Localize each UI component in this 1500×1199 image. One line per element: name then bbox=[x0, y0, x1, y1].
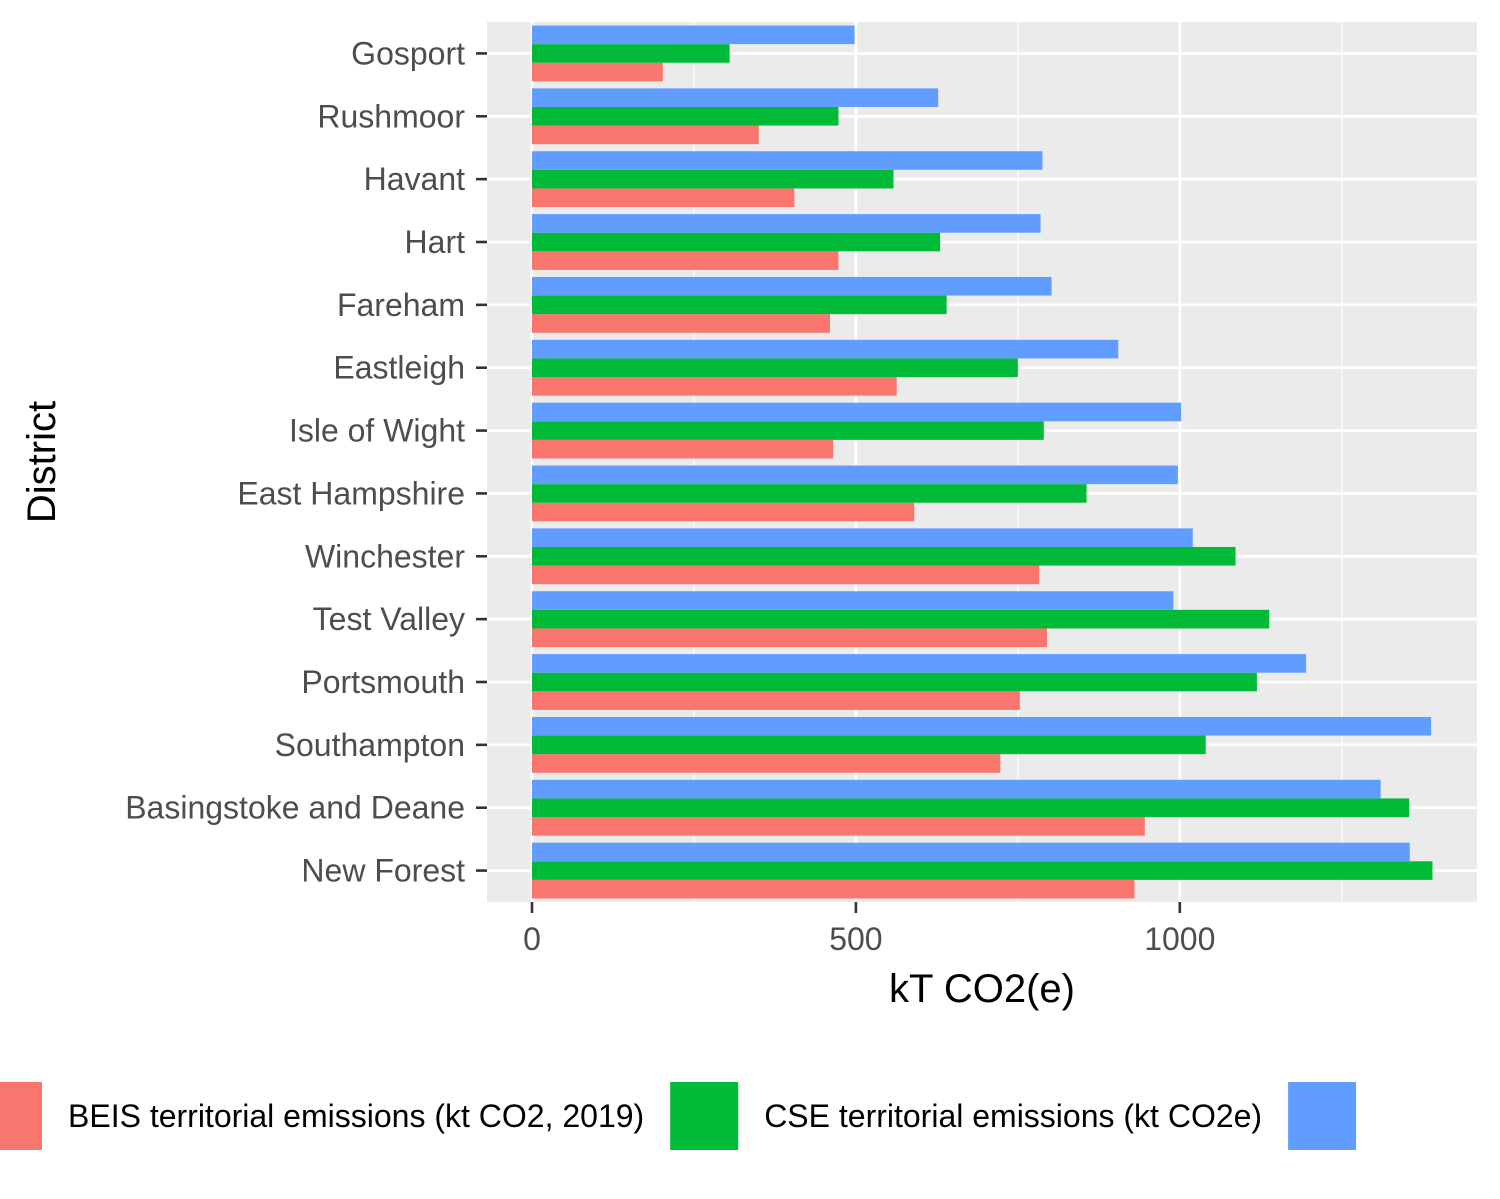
y-tick-label: Fareham bbox=[337, 287, 465, 323]
bar-1-southampton bbox=[532, 754, 1001, 773]
bar-3-portsmouth bbox=[532, 654, 1307, 673]
bar-1-rushmoor bbox=[532, 125, 759, 145]
y-tick-label: Basingstoke and Deane bbox=[125, 790, 465, 826]
y-tick-label: New Forest bbox=[301, 853, 465, 889]
bar-1-fareham bbox=[532, 314, 830, 333]
bar-1-test-valley bbox=[532, 628, 1048, 648]
bar-2-winchester bbox=[532, 546, 1236, 566]
bar-2-eastleigh bbox=[532, 358, 1018, 378]
bar-3-basingstoke-and-deane bbox=[532, 779, 1381, 799]
bar-3-eastleigh bbox=[532, 339, 1119, 359]
bar-3-southampton bbox=[532, 716, 1432, 736]
bar-3-rushmoor bbox=[532, 88, 939, 107]
y-tick-label: Eastleigh bbox=[333, 350, 465, 386]
x-axis: 0 500 1000 bbox=[523, 902, 1215, 957]
bar-3-east-hampshire bbox=[532, 465, 1178, 485]
bar-2-southampton bbox=[532, 735, 1206, 755]
bar-1-gosport bbox=[532, 62, 663, 82]
bar-2-east-hampshire bbox=[532, 484, 1087, 503]
bar-2-basingstoke-and-deane bbox=[532, 798, 1410, 818]
legend-label-1: BEIS territorial emissions (kt CO2, 2019… bbox=[68, 1098, 644, 1134]
bar-3-winchester bbox=[532, 528, 1193, 547]
bar-1-isle-of-wight bbox=[532, 439, 834, 459]
bar-2-havant bbox=[532, 169, 894, 189]
y-tick-label: Gosport bbox=[351, 35, 465, 71]
legend-key-3 bbox=[1288, 1082, 1357, 1150]
legend-label-2: CSE territorial emissions (kt CO2e) bbox=[764, 1098, 1262, 1134]
bar-3-new-forest bbox=[532, 842, 1410, 862]
y-tick-label: Isle of Wight bbox=[289, 413, 465, 449]
bar-3-test-valley bbox=[532, 591, 1174, 610]
bars bbox=[532, 25, 1433, 899]
bar-2-rushmoor bbox=[532, 106, 839, 126]
x-tick-label: 1000 bbox=[1144, 921, 1215, 957]
bar-2-isle-of-wight bbox=[532, 421, 1044, 440]
bar-2-test-valley bbox=[532, 609, 1270, 629]
y-axis: Gosport Rushmoor Havant Hart Fareham Eastleig… bbox=[125, 35, 487, 889]
bar-3-fareham bbox=[532, 276, 1052, 296]
bar-1-east-hampshire bbox=[532, 502, 915, 522]
bar-1-havant bbox=[532, 188, 795, 208]
y-tick-label: Test Valley bbox=[313, 601, 465, 637]
y-tick-label: Rushmoor bbox=[317, 98, 465, 134]
bar-1-hart bbox=[532, 251, 839, 270]
y-tick-label: East Hampshire bbox=[237, 475, 465, 511]
legend-key-1 bbox=[0, 1082, 42, 1150]
bar-2-fareham bbox=[532, 295, 947, 315]
y-tick-label: Southampton bbox=[275, 727, 465, 763]
x-tick-label: 500 bbox=[829, 921, 882, 957]
bar-3-havant bbox=[532, 151, 1043, 170]
legend: BEIS territorial emissions (kt CO2, 2019… bbox=[0, 1082, 1357, 1150]
y-tick-label: Hart bbox=[405, 224, 466, 260]
bar-2-hart bbox=[532, 232, 941, 252]
bar-1-winchester bbox=[532, 565, 1040, 585]
x-axis-title: kT CO2(e) bbox=[889, 967, 1075, 1011]
bar-2-new-forest bbox=[532, 861, 1433, 880]
bar-3-isle-of-wight bbox=[532, 402, 1182, 422]
bar-3-gosport bbox=[532, 25, 855, 45]
y-tick-label: Havant bbox=[364, 161, 466, 197]
bar-1-basingstoke-and-deane bbox=[532, 817, 1145, 836]
bar-2-portsmouth bbox=[532, 672, 1257, 692]
legend-key-2 bbox=[670, 1082, 739, 1150]
bar-1-portsmouth bbox=[532, 691, 1020, 710]
bar-3-hart bbox=[532, 214, 1041, 233]
bar-1-new-forest bbox=[532, 879, 1135, 899]
y-tick-label: Portsmouth bbox=[301, 664, 465, 700]
bar-2-gosport bbox=[532, 44, 730, 63]
y-axis-title: District bbox=[20, 401, 64, 523]
bar-1-eastleigh bbox=[532, 377, 897, 396]
y-tick-label: Winchester bbox=[305, 538, 465, 574]
x-tick-label: 0 bbox=[523, 921, 541, 957]
